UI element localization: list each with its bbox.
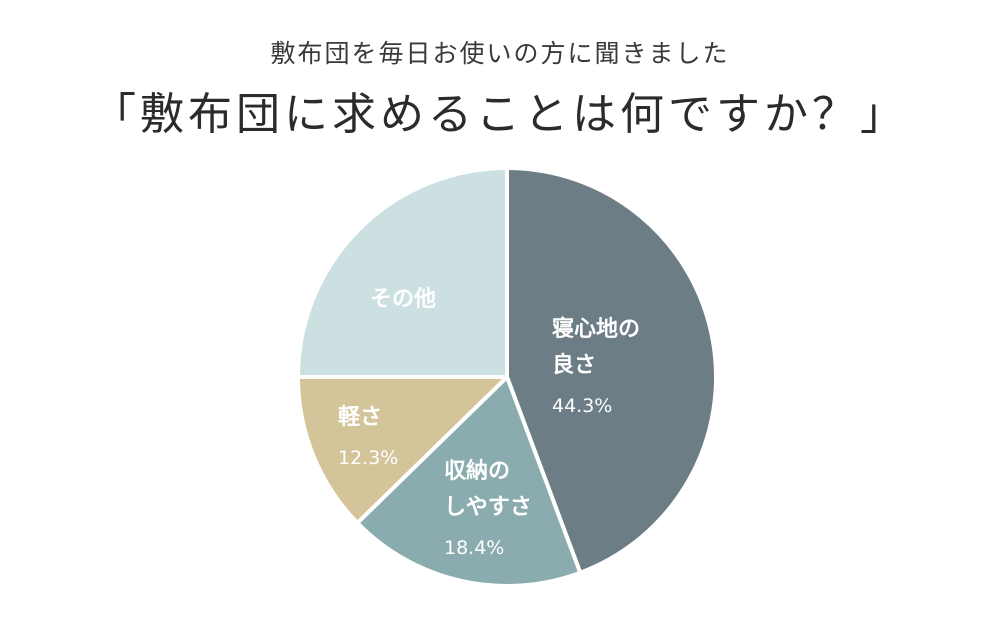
pie-slice-1 (355, 375, 583, 588)
pie-slice-0 (505, 166, 718, 575)
slice-label-1-0: 収納の (444, 458, 510, 484)
slice-label-1-1: しやすさ (444, 495, 532, 520)
slice-label-2-0: 軽さ (338, 404, 382, 430)
slice-value-label-0: 44.3% (552, 395, 612, 417)
slice-label-0-1: 良さ (552, 352, 596, 378)
pie-slice-3 (296, 166, 509, 379)
slice-value-label-1: 18.4% (444, 537, 504, 559)
slice-value-label-2: 12.3% (338, 447, 398, 469)
chart-title: 「敷布団に求めることは何ですか？」 (92, 89, 908, 140)
pie-slice-2 (296, 375, 509, 525)
slice-label-0-0: 寝心地の (552, 316, 640, 342)
slice-label-3-0: その他 (370, 287, 436, 312)
chart-subtitle: 敷布団を毎日お使いの方に聞きました (270, 39, 730, 68)
